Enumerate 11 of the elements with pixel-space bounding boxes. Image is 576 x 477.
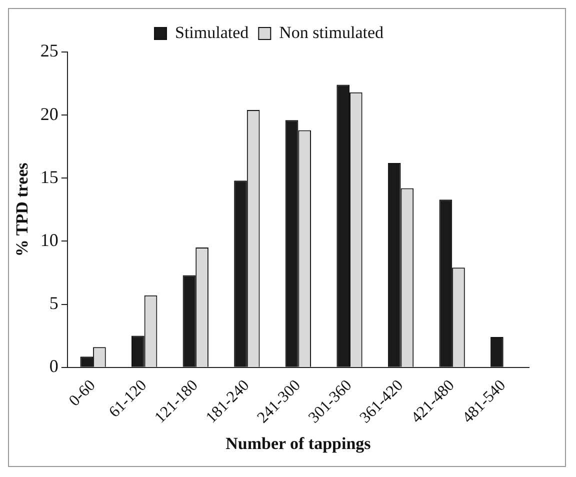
x-axis-title: Number of tappings <box>226 434 372 454</box>
y-tick-label: 0 <box>49 356 58 376</box>
y-tick-label: 15 <box>40 166 58 187</box>
x-tick-label: 0-60 <box>66 376 99 410</box>
legend-label: Non stimulated <box>279 22 384 42</box>
legend-label: Stimulated <box>174 22 250 42</box>
y-tick-label: 20 <box>40 104 58 124</box>
y-axis-title: % TPD trees <box>12 162 32 257</box>
y-tick-label: 10 <box>40 230 58 250</box>
y-tick-label: 5 <box>49 292 58 313</box>
y-tick-label: 25 <box>40 40 58 61</box>
